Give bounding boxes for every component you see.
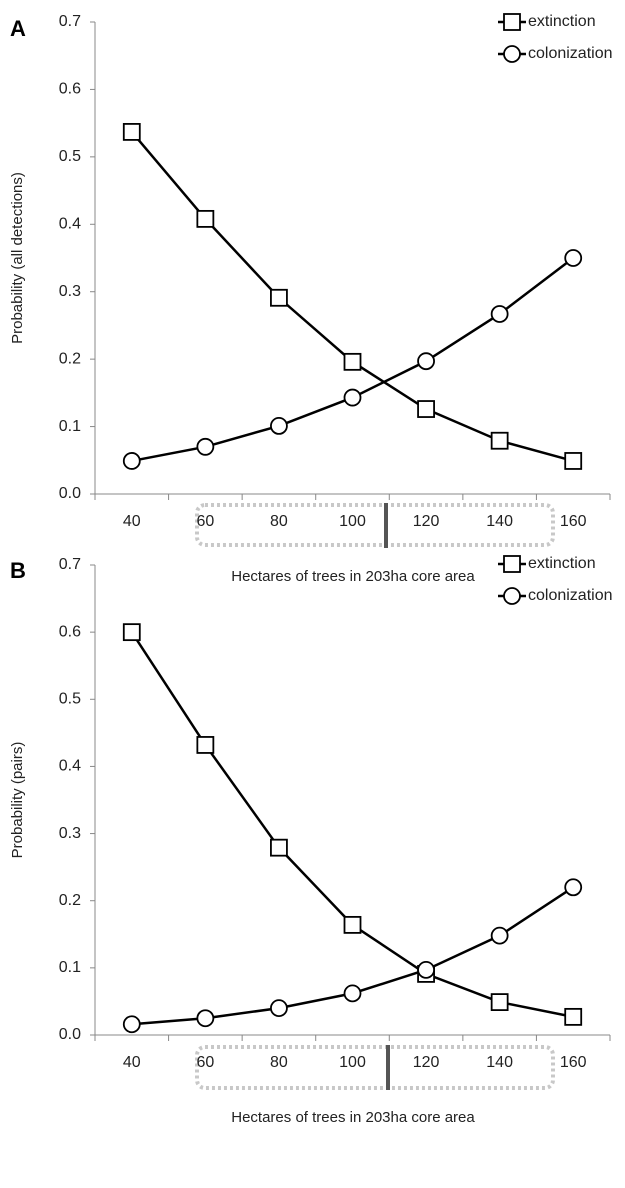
marker <box>343 352 362 371</box>
marker <box>270 999 288 1018</box>
legend-label: extinction <box>528 555 596 572</box>
marker <box>503 45 521 63</box>
y-tick-label: 0.5 <box>59 691 81 708</box>
x-tick-label: 160 <box>560 1054 587 1071</box>
marker <box>490 431 509 450</box>
marker <box>417 960 435 979</box>
y-tick-label: 0.0 <box>59 1026 81 1043</box>
x-tick-label: 140 <box>486 1054 513 1071</box>
panel-label: A <box>10 16 26 41</box>
marker <box>503 13 521 31</box>
range-box <box>195 503 555 547</box>
x-axis-label: Hectares of trees in 203ha core area <box>231 1109 475 1126</box>
range-box <box>195 1045 555 1090</box>
x-tick-label: 60 <box>196 513 214 530</box>
x-tick-label: 60 <box>196 1054 214 1071</box>
y-tick-label: 0.5 <box>59 148 81 165</box>
marker <box>490 926 509 945</box>
marker <box>122 452 141 470</box>
y-tick-label: 0.3 <box>59 283 81 300</box>
y-tick-label: 0.7 <box>59 556 81 573</box>
marker <box>270 288 288 307</box>
marker <box>564 249 583 267</box>
series-line <box>130 631 574 1019</box>
x-tick-label: 160 <box>560 513 587 530</box>
y-tick-label: 0.2 <box>59 350 81 367</box>
marker <box>343 984 362 1003</box>
y-tick-label: 0.4 <box>59 216 81 233</box>
x-tick-label: 100 <box>339 1054 366 1071</box>
panel-label: B <box>10 558 26 583</box>
x-tick-label: 120 <box>413 513 440 530</box>
marker <box>503 555 521 573</box>
x-tick-label: 80 <box>270 513 288 530</box>
y-axis-label: Probability (pairs) <box>9 742 26 859</box>
legend-label: colonization <box>528 587 613 604</box>
y-tick-label: 0.1 <box>59 959 81 976</box>
marker <box>417 400 435 418</box>
marker <box>564 878 583 897</box>
series-line <box>130 131 574 463</box>
y-tick-label: 0.6 <box>59 81 81 98</box>
marker <box>503 587 521 605</box>
legend-label: colonization <box>528 45 613 62</box>
x-tick-label: 120 <box>413 1054 440 1071</box>
marker <box>564 1007 583 1026</box>
legend-label: extinction <box>528 13 596 30</box>
marker <box>343 915 362 934</box>
x-axis-label: Hectares of trees in 203ha core area <box>231 568 475 585</box>
y-tick-label: 0.3 <box>59 825 81 842</box>
x-tick-label: 140 <box>486 513 513 530</box>
marker <box>196 1009 215 1028</box>
marker <box>122 1015 141 1034</box>
marker <box>196 209 215 228</box>
marker <box>343 388 362 407</box>
marker <box>122 623 141 642</box>
x-tick-label: 40 <box>123 1054 141 1071</box>
marker <box>196 736 215 754</box>
marker <box>490 305 509 323</box>
x-tick-label: 40 <box>123 513 141 530</box>
y-tick-label: 0.0 <box>59 485 81 502</box>
y-tick-label: 0.4 <box>59 758 81 775</box>
marker <box>417 352 435 371</box>
y-tick-label: 0.1 <box>59 418 81 435</box>
x-tick-label: 80 <box>270 1054 288 1071</box>
y-axis-label: Probability (all detections) <box>9 172 26 344</box>
marker <box>196 437 215 456</box>
marker <box>122 123 141 141</box>
y-tick-label: 0.2 <box>59 892 81 909</box>
marker <box>564 452 583 470</box>
y-tick-label: 0.6 <box>59 623 81 640</box>
marker <box>490 993 509 1011</box>
x-tick-label: 100 <box>339 513 366 530</box>
y-tick-label: 0.7 <box>59 13 81 30</box>
marker <box>270 838 288 857</box>
marker <box>270 416 288 435</box>
